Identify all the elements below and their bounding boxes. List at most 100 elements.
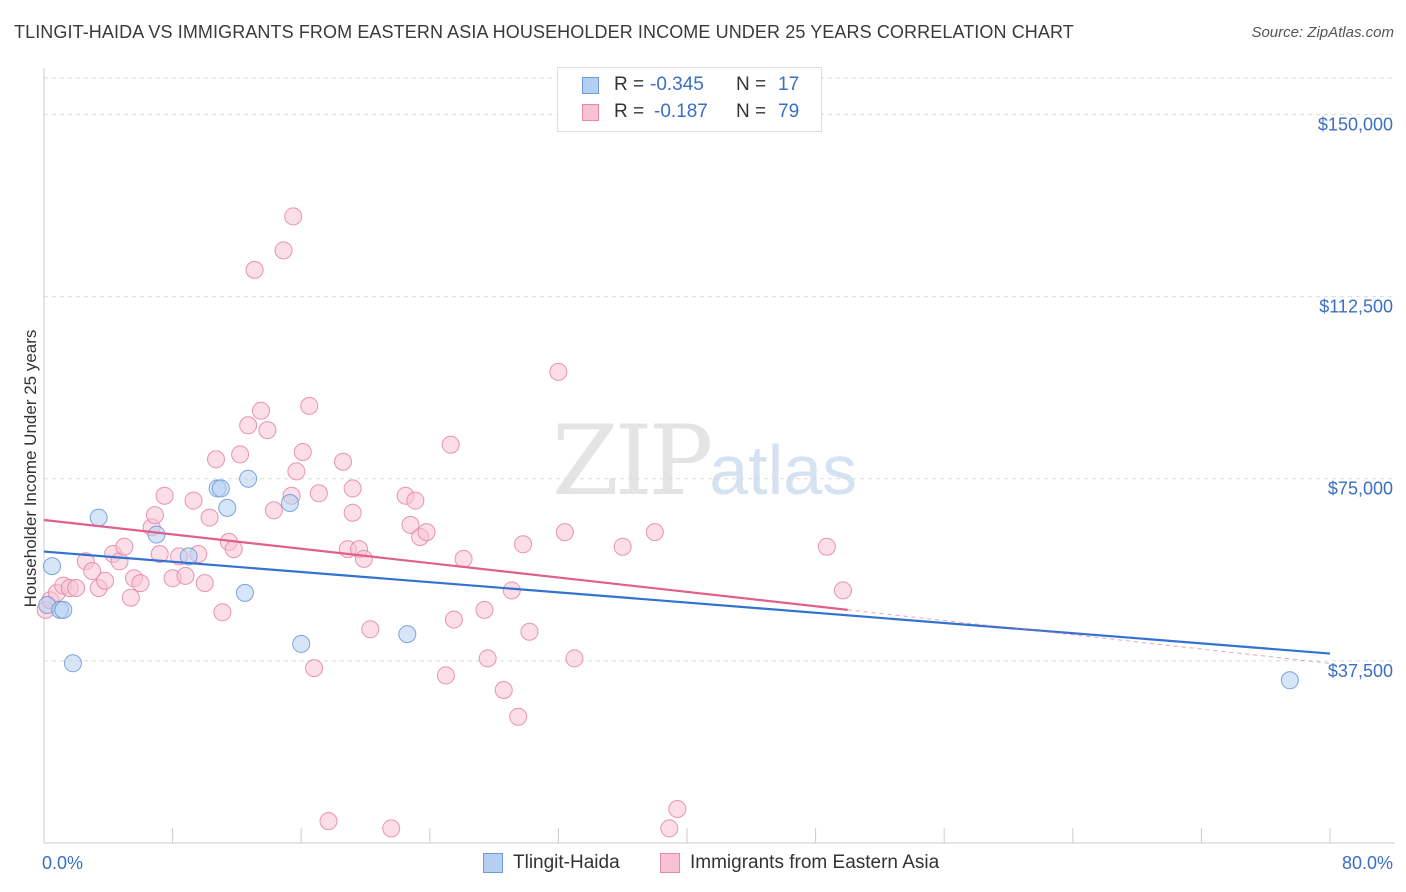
legend-r-value: -0.345	[650, 74, 704, 95]
point-immigrants-eastern-asia	[305, 659, 324, 678]
chart-source: Source: ZipAtlas.com	[1251, 24, 1394, 41]
legend-n-value: 17	[778, 74, 800, 95]
bottom-legend-label: Immigrants from Eastern Asia	[690, 852, 940, 873]
bottom-legend-label: Tlingit-Haida	[513, 852, 620, 873]
point-immigrants-eastern-asia	[502, 581, 521, 600]
point-tlingit-haida	[235, 583, 254, 602]
point-immigrants-eastern-asia	[514, 535, 533, 554]
point-tlingit-haida	[280, 494, 299, 512]
point-immigrants-eastern-asia	[224, 540, 243, 559]
point-immigrants-eastern-asia	[361, 620, 380, 639]
point-immigrants-eastern-asia	[406, 491, 425, 510]
point-immigrants-eastern-asia	[441, 435, 460, 454]
point-immigrants-eastern-asia	[454, 549, 473, 568]
series-immigrants-eastern-asia	[36, 207, 852, 838]
bottom-legend-swatch-blue	[483, 853, 503, 873]
point-immigrants-eastern-asia	[207, 450, 226, 469]
point-tlingit-haida	[89, 508, 108, 527]
point-immigrants-eastern-asia	[333, 452, 352, 471]
point-immigrants-eastern-asia	[555, 523, 574, 542]
point-immigrants-eastern-asia	[176, 566, 195, 585]
point-immigrants-eastern-asia	[131, 574, 150, 593]
point-immigrants-eastern-asia	[287, 462, 306, 481]
legend-swatch-pink	[582, 104, 599, 121]
trend-line-extension	[847, 609, 1331, 664]
point-immigrants-eastern-asia	[478, 649, 497, 668]
point-immigrants-eastern-asia	[200, 508, 219, 527]
point-immigrants-eastern-asia	[115, 537, 134, 556]
axes	[43, 68, 1395, 844]
point-immigrants-eastern-asia	[67, 579, 86, 597]
point-immigrants-eastern-asia	[417, 523, 436, 542]
point-immigrants-eastern-asia	[613, 537, 632, 556]
y-axis-title: Householder Income Under 25 years	[21, 330, 40, 608]
point-immigrants-eastern-asia	[274, 241, 293, 260]
y-tick-label: $150,000	[1318, 114, 1393, 134]
watermark-zip: ZIP	[552, 405, 713, 517]
point-immigrants-eastern-asia	[252, 401, 271, 420]
point-tlingit-haida	[292, 634, 311, 653]
point-tlingit-haida	[147, 525, 166, 544]
legend-n-value: 79	[778, 101, 800, 122]
point-immigrants-eastern-asia	[83, 562, 102, 580]
point-immigrants-eastern-asia	[150, 545, 169, 563]
point-tlingit-haida	[218, 498, 237, 517]
point-immigrants-eastern-asia	[145, 506, 164, 525]
point-immigrants-eastern-asia	[549, 362, 568, 381]
point-immigrants-eastern-asia	[401, 515, 420, 534]
y-tick-label: $37,500	[1328, 661, 1393, 681]
point-immigrants-eastern-asia	[239, 416, 258, 435]
point-tlingit-haida	[43, 557, 62, 576]
point-immigrants-eastern-asia	[343, 503, 362, 522]
point-tlingit-haida	[63, 654, 82, 673]
point-immigrants-eastern-asia	[660, 819, 679, 838]
point-immigrants-eastern-asia	[213, 603, 232, 622]
watermark-atlas: atlas	[709, 431, 858, 509]
trend-lines	[43, 518, 1331, 664]
legend-r-label: R =	[614, 74, 645, 95]
trend-line-tlingit-haida	[43, 550, 1331, 655]
point-immigrants-eastern-asia	[645, 523, 664, 542]
watermark: ZIPatlas	[552, 405, 857, 517]
point-immigrants-eastern-asia	[520, 622, 539, 641]
legend-r-label: R =	[614, 101, 645, 122]
bottom-legend-swatch-pink	[660, 853, 680, 873]
point-immigrants-eastern-asia	[284, 207, 303, 226]
point-immigrants-eastern-asia	[319, 812, 338, 831]
point-immigrants-eastern-asia	[565, 649, 584, 668]
point-immigrants-eastern-asia	[668, 800, 687, 818]
chart-title: TLINGIT-HAIDA VS IMMIGRANTS FROM EASTERN…	[14, 22, 1074, 42]
point-immigrants-eastern-asia	[436, 666, 455, 685]
point-immigrants-eastern-asia	[354, 549, 373, 568]
legend-n-label: N =	[736, 74, 767, 95]
correlation-legend: R = -0.345 N = 17 R = -0.187 N = 79	[557, 67, 822, 132]
y-tick-label: $112,500	[1319, 297, 1393, 317]
x-tick-label: 80.0%	[1342, 853, 1393, 873]
point-immigrants-eastern-asia	[184, 491, 203, 510]
point-immigrants-eastern-asia	[258, 421, 277, 440]
point-immigrants-eastern-asia	[195, 574, 214, 593]
point-tlingit-haida	[239, 469, 258, 488]
trend-line-immigrants-eastern-asia	[43, 518, 848, 611]
point-immigrants-eastern-asia	[309, 484, 328, 503]
point-tlingit-haida	[398, 625, 417, 644]
point-immigrants-eastern-asia	[494, 681, 513, 699]
legend-swatch-blue	[582, 77, 599, 94]
tick-labels: $37,500 $75,000 $112,500 $150,000 0.0% 80.0% H…	[21, 114, 1393, 873]
point-immigrants-eastern-asia	[833, 581, 852, 600]
y-tick-label: $75,000	[1328, 479, 1393, 499]
point-immigrants-eastern-asia	[231, 445, 250, 464]
point-immigrants-eastern-asia	[121, 588, 140, 607]
legend-n-label: N =	[736, 101, 767, 122]
point-immigrants-eastern-asia	[245, 260, 264, 279]
legend-r-value: -0.187	[654, 101, 708, 122]
point-immigrants-eastern-asia	[293, 443, 312, 461]
point-immigrants-eastern-asia	[264, 501, 283, 520]
series-tlingit-haida	[38, 469, 1299, 690]
point-immigrants-eastern-asia	[509, 707, 528, 726]
point-tlingit-haida	[211, 479, 230, 498]
point-immigrants-eastern-asia	[96, 571, 115, 590]
x-tick-label: 0.0%	[42, 853, 83, 873]
point-immigrants-eastern-asia	[343, 479, 362, 498]
